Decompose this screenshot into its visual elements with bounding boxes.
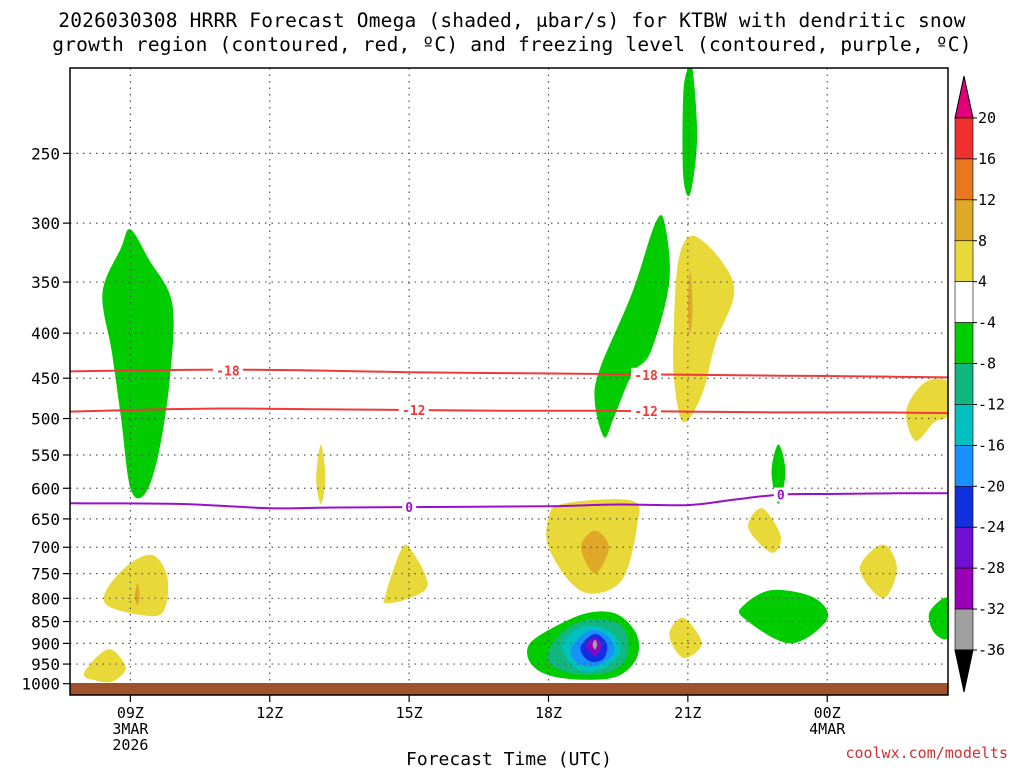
x-axis-label: Forecast Time (UTC) <box>406 749 612 768</box>
y-tick-label-600: 600 <box>31 479 60 498</box>
colorbar-segment-6 <box>954 363 974 405</box>
omega-region-6 <box>673 235 735 423</box>
y-tick-label-700: 700 <box>31 538 60 557</box>
x-tick-label-9-2: 2026 <box>112 736 148 754</box>
y-tick-label-950: 950 <box>31 655 60 674</box>
contour-line-1 <box>70 407 948 415</box>
contour-label-4: 0 <box>405 501 413 516</box>
contour-label-0: -18 <box>216 364 240 379</box>
y-tick-label-550: 550 <box>31 446 60 465</box>
colorbar-label-5: -4 <box>978 314 996 332</box>
y-tick-label-300: 300 <box>31 214 60 233</box>
contour-line-2 <box>70 492 948 510</box>
colorbar-label-8: -16 <box>978 436 1005 454</box>
colorbar-label-4: 4 <box>978 273 987 291</box>
x-tick-label-24-1: 4MAR <box>809 720 846 738</box>
omega-region-12 <box>669 617 702 659</box>
x-tick-label-24-0: 00Z <box>814 704 841 722</box>
colorbar-label-6: -8 <box>978 355 996 373</box>
y-tick-label-800: 800 <box>31 589 60 608</box>
omega-region-8 <box>103 554 169 617</box>
y-tick-label-350: 350 <box>31 273 60 292</box>
contour-label-bg-0 <box>212 363 243 378</box>
contour-label-bg-4 <box>402 499 417 514</box>
colorbar-label-7: -12 <box>978 395 1005 413</box>
plot-frame <box>69 67 949 696</box>
omega-region-15 <box>83 649 126 683</box>
colorbar-label-10: -24 <box>978 518 1005 536</box>
x-tick-label-21-0: 21Z <box>674 704 701 722</box>
plot-area: -18 -12 -18 -12 0 0 <box>70 68 948 695</box>
colorbar-label-12: -32 <box>978 600 1005 618</box>
contour-line-0 <box>70 368 948 379</box>
contour-label-bg-2 <box>631 367 662 382</box>
omega-region-10 <box>316 444 326 504</box>
colorbar-segment-1 <box>954 158 974 201</box>
x-tick-label-15-0: 15Z <box>396 704 423 722</box>
contour-label-5: 0 <box>777 489 785 504</box>
colorbar-label-11: -28 <box>978 559 1005 577</box>
omega-region-14 <box>905 378 948 441</box>
omega-region-26 <box>592 640 598 650</box>
y-tick-label-1000: 1000 <box>21 675 60 694</box>
colorbar-label-3: 8 <box>978 232 987 250</box>
ground-strip <box>70 683 948 695</box>
y-tick-label-850: 850 <box>31 613 60 632</box>
y-tick-label-750: 750 <box>31 565 60 584</box>
colorbar-label-2: 12 <box>978 191 996 209</box>
y-tick-label-500: 500 <box>31 410 60 429</box>
contour-label-3: -12 <box>634 405 657 420</box>
omega-region-17 <box>581 530 609 574</box>
y-tick-label-450: 450 <box>31 369 60 388</box>
x-tick-label-12-0: 12Z <box>256 704 283 722</box>
x-tick-label-9-1: 3MAR <box>112 720 149 738</box>
colorbar-bottom-arrow <box>954 649 974 693</box>
omega-region-13 <box>859 544 897 599</box>
y-tick-label-650: 650 <box>31 510 60 529</box>
colorbar-label-0: 20 <box>978 109 996 127</box>
contour-label-bg-3 <box>631 403 662 418</box>
omega-region-1 <box>594 215 670 438</box>
colorbar-label-1: 16 <box>978 150 996 168</box>
contour-label-2: -18 <box>634 369 658 384</box>
omega-region-4 <box>738 589 829 644</box>
contour-label-bg-5 <box>773 487 788 502</box>
colorbar-label-9: -20 <box>978 477 1005 495</box>
y-tick-label-900: 900 <box>31 634 60 653</box>
colorbar-segment-5 <box>954 322 974 364</box>
omega-region-16 <box>687 271 693 334</box>
omega-region-2 <box>682 68 698 197</box>
omega-region-0 <box>102 229 174 499</box>
y-tick-label-400: 400 <box>31 324 60 343</box>
x-tick-label-9-0: 09Z <box>117 704 144 722</box>
chart-title-line-1: 2026030308 HRRR Forecast Omega (shaded, … <box>58 9 966 32</box>
chart-title-line-2: growth region (contoured, red, ºC) and f… <box>52 33 972 56</box>
colorbar-top-arrow <box>954 75 974 119</box>
colorbar-segment-9 <box>954 486 974 528</box>
colorbar-segment-2 <box>954 199 974 242</box>
colorbar-label-13: -36 <box>978 641 1005 659</box>
omega-region-5 <box>928 597 948 640</box>
omega-region-11 <box>748 508 782 553</box>
colorbar-segment-0 <box>954 117 974 160</box>
x-tick-label-18-0: 18Z <box>535 704 562 722</box>
contour-label-1: -12 <box>402 404 425 419</box>
colorbar-segment-7 <box>954 404 974 446</box>
source-credit: coolwx.com/modelts <box>845 744 1008 762</box>
omega-region-9 <box>383 544 428 604</box>
colorbar-segment-8 <box>954 445 974 487</box>
omega-region-18 <box>135 583 140 606</box>
colorbar-segment-10 <box>954 526 974 569</box>
contour-label-bg-1 <box>398 403 429 418</box>
y-tick-label-250: 250 <box>31 144 60 163</box>
colorbar-segment-4 <box>954 281 974 323</box>
colorbar-segment-12 <box>954 608 974 651</box>
colorbar-segment-3 <box>954 240 974 282</box>
colorbar-segment-11 <box>954 567 974 610</box>
